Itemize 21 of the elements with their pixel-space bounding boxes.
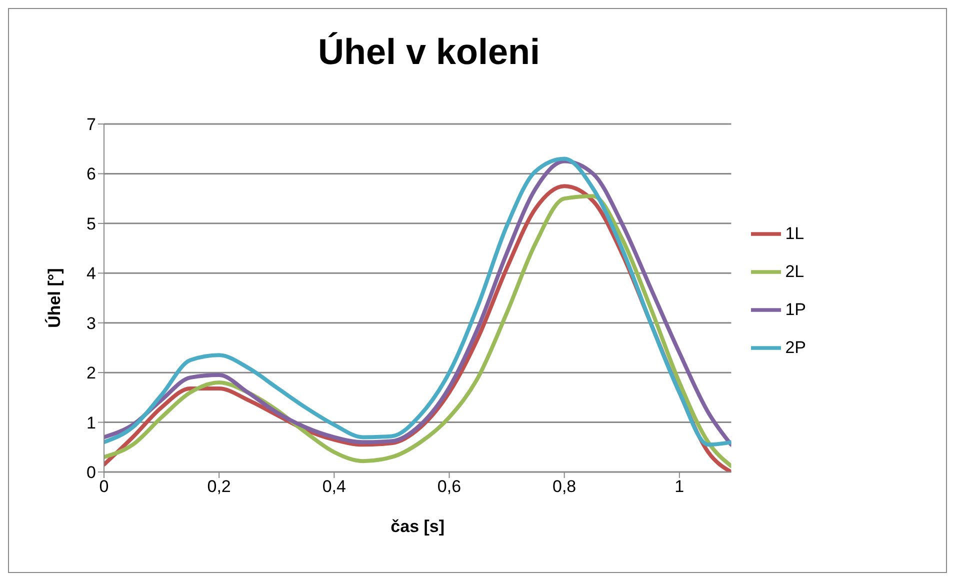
y-tick-label: 7	[86, 115, 96, 134]
x-tick-label: 1	[674, 477, 684, 496]
x-tick-label: 0	[99, 477, 109, 496]
x-tick-label: 0,6	[437, 477, 462, 496]
y-tick-label: 2	[86, 364, 96, 383]
y-tick-label: 3	[86, 314, 96, 333]
x-tick-label: 0,8	[552, 477, 576, 496]
y-tick-label: 6	[86, 164, 96, 184]
y-axis-title: Úhel [°]	[44, 268, 64, 328]
x-tick-label: 0,2	[207, 477, 231, 496]
legend-label: 2L	[785, 262, 804, 280]
y-tick-label: 1	[86, 413, 96, 432]
chart-title: Úhel v koleni	[316, 31, 542, 73]
y-tick-label: 0	[86, 463, 96, 482]
y-tick-label: 5	[86, 214, 96, 234]
y-tick-label: 4	[86, 264, 96, 284]
legend-label: 1P	[785, 300, 806, 318]
legend-label: 2P	[785, 338, 806, 356]
legend-label: 1L	[785, 224, 804, 242]
x-axis-title: čas [s]	[390, 517, 445, 536]
x-tick-label: 0,4	[322, 477, 346, 496]
